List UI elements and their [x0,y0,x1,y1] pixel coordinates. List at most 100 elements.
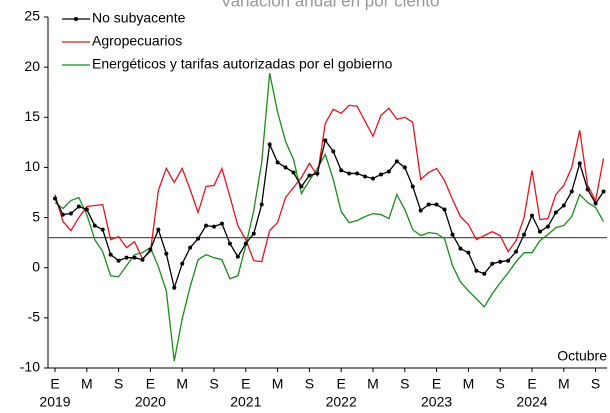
point [363,174,368,179]
point [84,207,89,212]
point [68,211,73,216]
point [299,184,304,189]
point [196,236,201,241]
series-line [54,138,605,291]
point [458,246,463,251]
point [561,203,566,208]
point [219,221,224,226]
point [307,173,312,178]
point [585,187,590,192]
point [530,213,534,218]
x-tick-label: M [463,376,475,392]
point [164,251,169,256]
y-tick-label: -10 [20,359,40,375]
y-tick-label: 15 [24,108,40,124]
point [100,227,105,232]
point [545,224,550,229]
point [124,255,129,260]
x-tick-label: E [432,376,441,392]
point [355,171,360,176]
point [92,223,97,228]
point [378,172,383,177]
legend-label: No subyacente [92,10,186,26]
point [339,168,344,173]
point [434,202,439,207]
point [474,268,479,273]
point [418,208,423,213]
x-tick-label: S [209,376,218,392]
point [53,196,57,201]
y-tick-label: 0 [32,258,40,274]
point [251,231,256,236]
point [283,165,288,170]
x-tick-label: E [527,376,536,392]
point [172,285,177,290]
x-tick-label: S [496,376,505,392]
point [426,202,431,207]
point [275,160,280,165]
legend-label: Agropecuarios [92,33,182,49]
y-tick-label: 5 [32,208,40,224]
x-tick-label: M [81,376,93,392]
point [140,257,145,262]
point [577,161,582,166]
point [386,169,391,174]
point [490,261,495,266]
year-label: 2021 [230,394,261,410]
point [188,245,193,250]
x-tick-label: M [176,376,188,392]
year-label: 2020 [135,394,166,410]
point [76,204,81,209]
annotation: Octubre [557,348,607,364]
point [132,255,137,260]
x-tick-label: S [114,376,123,392]
year-label: 2024 [516,394,547,410]
legend-marker [74,17,78,21]
point [116,258,121,263]
point [569,189,574,194]
y-tick-label: 10 [24,158,40,174]
point [506,258,511,263]
point [291,170,296,175]
point [323,138,328,143]
point [553,210,558,215]
x-tick-label: S [305,376,314,392]
x-tick-label: S [591,376,600,392]
point [347,171,352,176]
point [235,254,240,259]
point [394,159,399,164]
point [331,149,336,154]
series-line [54,104,605,263]
x-tick-label: M [558,376,570,392]
point [410,184,415,189]
x-tick-label: E [241,376,250,392]
y-tick-label: -5 [28,309,41,325]
point [522,232,527,237]
point [514,249,519,254]
x-tick-label: M [272,376,284,392]
point [156,227,161,232]
series-line [54,73,605,362]
point [243,241,248,246]
x-tick-label: E [50,376,59,392]
point [60,212,65,217]
x-tick-label: E [337,376,346,392]
point [371,176,375,181]
point [212,224,216,229]
point [402,165,407,170]
point [601,189,606,194]
point [442,207,447,212]
point [108,252,113,257]
year-label: 2019 [39,394,70,410]
point [227,241,232,246]
point [498,259,503,264]
point [204,223,209,228]
x-tick-label: S [400,376,409,392]
point [450,232,455,237]
point [315,171,320,176]
point [148,247,153,252]
point [180,261,185,266]
point [537,229,542,234]
y-tick-label: 25 [24,8,40,24]
point [593,201,598,206]
